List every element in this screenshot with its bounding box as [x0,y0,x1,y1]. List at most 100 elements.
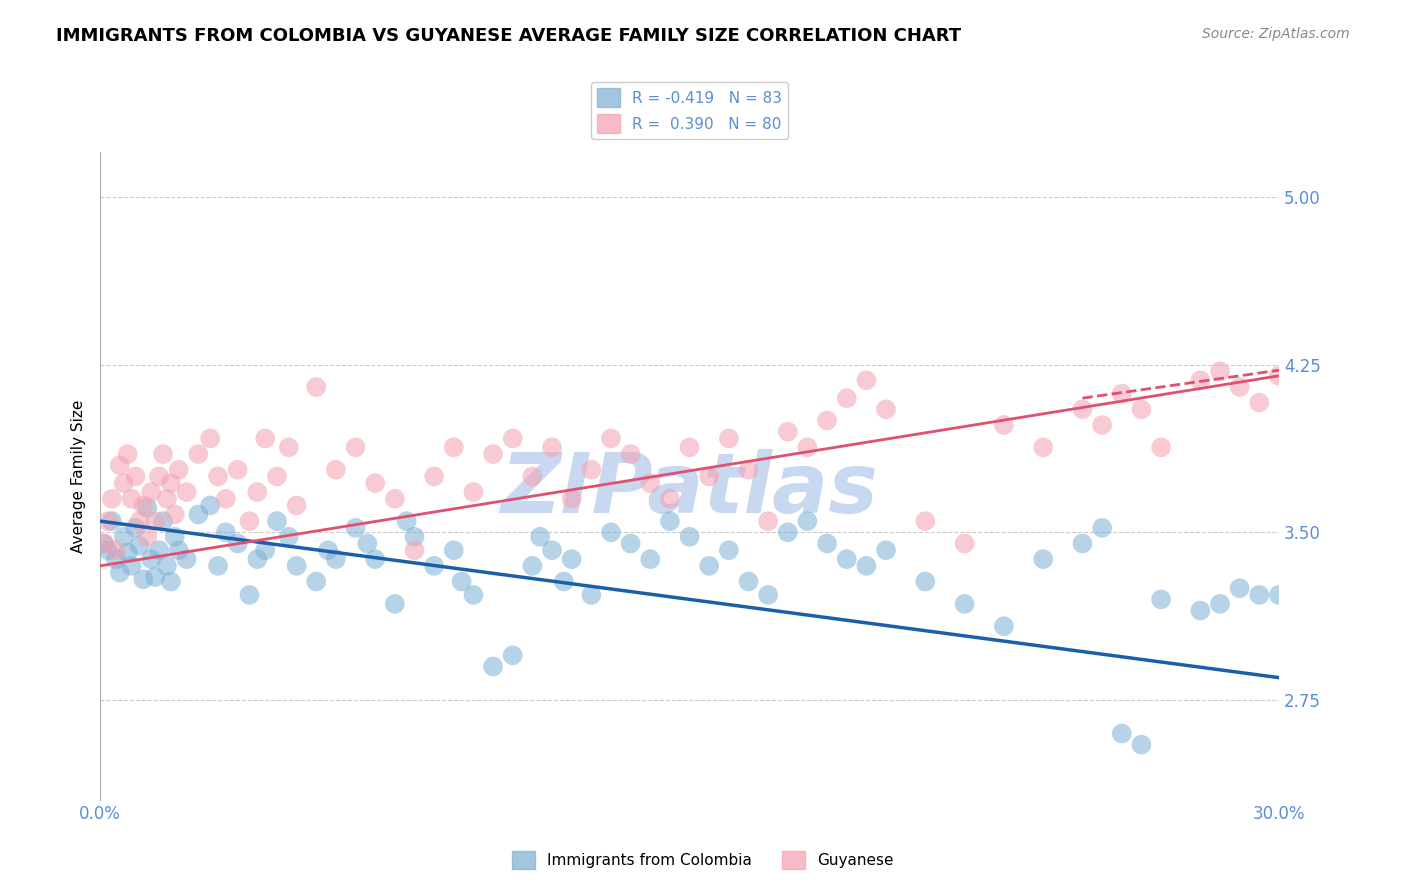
Immigrants from Colombia [1130,738,1153,752]
Immigrants from Colombia [463,588,485,602]
Immigrants from Colombia [443,543,465,558]
Immigrants from Colombia [1032,552,1054,566]
Text: IMMIGRANTS FROM COLOMBIA VS GUYANESE AVERAGE FAMILY SIZE CORRELATION CHART: IMMIGRANTS FROM COLOMBIA VS GUYANESE AVE… [56,27,962,45]
Guyanese [156,491,179,506]
Immigrants from Colombia [502,648,524,663]
Immigrants from Colombia [1249,588,1271,602]
Immigrants from Colombia [108,566,131,580]
Immigrants from Colombia [148,543,170,558]
Immigrants from Colombia [254,543,277,558]
Immigrants from Colombia [152,514,174,528]
Immigrants from Colombia [277,530,299,544]
Guyanese [502,431,524,445]
Immigrants from Colombia [737,574,759,589]
Immigrants from Colombia [1209,597,1232,611]
Guyanese [364,476,387,491]
Immigrants from Colombia [266,514,288,528]
Immigrants from Colombia [776,525,799,540]
Guyanese [522,469,544,483]
Guyanese [160,476,183,491]
Guyanese [638,476,661,491]
Immigrants from Colombia [1091,521,1114,535]
Guyanese [581,463,603,477]
Guyanese [697,469,720,483]
Guyanese [914,514,936,528]
Guyanese [658,491,681,506]
Guyanese [1327,402,1350,417]
Immigrants from Colombia [112,530,135,544]
Immigrants from Colombia [796,514,818,528]
Immigrants from Colombia [581,588,603,602]
Immigrants from Colombia [1229,581,1251,595]
Immigrants from Colombia [395,514,418,528]
Guyanese [384,491,406,506]
Immigrants from Colombia [226,536,249,550]
Guyanese [141,485,163,500]
Guyanese [93,536,115,550]
Guyanese [305,380,328,394]
Guyanese [121,491,143,506]
Immigrants from Colombia [238,588,260,602]
Immigrants from Colombia [1189,603,1212,617]
Immigrants from Colombia [855,558,877,573]
Immigrants from Colombia [914,574,936,589]
Guyanese [737,463,759,477]
Guyanese [325,463,347,477]
Immigrants from Colombia [141,552,163,566]
Immigrants from Colombia [1071,536,1094,550]
Guyanese [776,425,799,439]
Guyanese [246,485,269,500]
Immigrants from Colombia [541,543,564,558]
Guyanese [1189,373,1212,387]
Guyanese [152,447,174,461]
Guyanese [132,499,155,513]
Guyanese [128,514,150,528]
Immigrants from Colombia [128,539,150,553]
Immigrants from Colombia [215,525,238,540]
Guyanese [97,514,120,528]
Guyanese [756,514,779,528]
Guyanese [1150,441,1173,455]
Immigrants from Colombia [600,525,623,540]
Immigrants from Colombia [364,552,387,566]
Guyanese [148,469,170,483]
Guyanese [285,499,308,513]
Guyanese [187,447,209,461]
Immigrants from Colombia [187,508,209,522]
Guyanese [1130,402,1153,417]
Immigrants from Colombia [156,558,179,573]
Guyanese [117,447,139,461]
Immigrants from Colombia [756,588,779,602]
Immigrants from Colombia [638,552,661,566]
Immigrants from Colombia [482,659,505,673]
Guyanese [993,417,1015,432]
Guyanese [796,441,818,455]
Guyanese [678,441,700,455]
Guyanese [875,402,897,417]
Guyanese [101,491,124,506]
Immigrants from Colombia [136,500,159,515]
Immigrants from Colombia [953,597,976,611]
Guyanese [1249,395,1271,409]
Guyanese [1209,364,1232,378]
Immigrants from Colombia [561,552,583,566]
Guyanese [277,441,299,455]
Guyanese [254,431,277,445]
Immigrants from Colombia [835,552,858,566]
Immigrants from Colombia [993,619,1015,633]
Text: Source: ZipAtlas.com: Source: ZipAtlas.com [1202,27,1350,41]
Immigrants from Colombia [285,558,308,573]
Immigrants from Colombia [101,514,124,528]
Guyanese [1347,380,1369,394]
Guyanese [1288,425,1310,439]
Guyanese [482,447,505,461]
Guyanese [136,530,159,544]
Immigrants from Colombia [246,552,269,566]
Guyanese [855,373,877,387]
Immigrants from Colombia [875,543,897,558]
Immigrants from Colombia [356,536,378,550]
Guyanese [163,508,186,522]
Immigrants from Colombia [658,514,681,528]
Immigrants from Colombia [305,574,328,589]
Immigrants from Colombia [1268,588,1291,602]
